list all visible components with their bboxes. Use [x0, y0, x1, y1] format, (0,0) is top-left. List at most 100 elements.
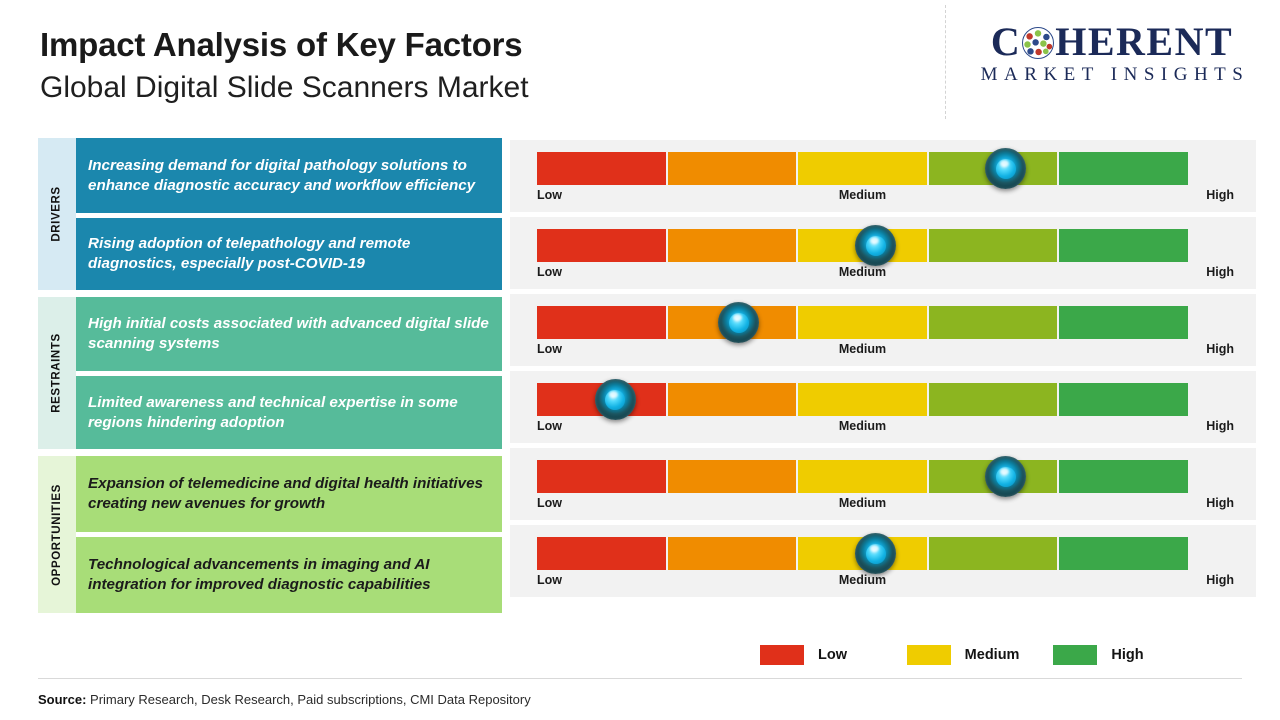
category-strip-restraints: RESTRAINTS	[38, 297, 76, 449]
legend-label-low: Low	[818, 647, 847, 663]
category-group-restraints: RESTRAINTS High initial costs associated…	[38, 297, 502, 449]
axis-label-low: Low	[537, 496, 562, 510]
logo-letter-c: C	[990, 19, 1022, 64]
axis-label-medium: Medium	[838, 496, 887, 510]
gauge-scale-bar	[537, 460, 1188, 493]
legend-item-low: Low	[760, 645, 907, 665]
gauge-axis-labels: Low Medium High	[537, 496, 1234, 516]
legend-item-medium: Medium	[906, 645, 1054, 665]
scale-segment-high	[1059, 460, 1188, 493]
scale-segment-mid	[798, 460, 927, 493]
gauge-scale-bar	[537, 152, 1188, 185]
scale-segment-mid	[798, 306, 927, 339]
axis-label-medium: Medium	[838, 265, 887, 279]
gauge-panel: Low Medium High	[510, 140, 1256, 212]
axis-label-high: High	[1206, 496, 1234, 510]
axis-label-high: High	[1206, 419, 1234, 433]
gauge-axis-labels: Low Medium High	[537, 265, 1234, 285]
factor-card[interactable]: High initial costs associated with advan…	[76, 297, 502, 371]
category-strip-opportunities: OPPORTUNITIES	[38, 456, 76, 613]
category-strip-drivers: DRIVERS	[38, 138, 76, 290]
gauge-axis-labels: Low Medium High	[537, 188, 1234, 208]
scale-segment-mid-high	[928, 306, 1058, 339]
page-title: Impact Analysis of Key Factors	[40, 26, 523, 63]
scale-segment-low-mid	[667, 460, 797, 493]
axis-label-medium: Medium	[838, 342, 887, 356]
logo-tagline: MARKET INSIGHTS	[980, 64, 1250, 85]
gauge-marker[interactable]	[985, 456, 1027, 497]
source-label: Source:	[38, 692, 87, 707]
axis-label-medium: Medium	[838, 419, 887, 433]
gauge-marker[interactable]	[855, 225, 897, 266]
factor-card[interactable]: Expansion of telemedicine and digital he…	[76, 456, 502, 532]
factor-card[interactable]: Technological advancements in imaging an…	[76, 537, 502, 613]
scale-segment-low	[537, 306, 666, 339]
axis-label-high: High	[1206, 573, 1234, 587]
axis-label-medium: Medium	[838, 573, 887, 587]
scale-segment-low	[537, 152, 666, 185]
gauge-axis-labels: Low Medium High	[537, 419, 1234, 439]
header: Impact Analysis of Key Factors Global Di…	[40, 26, 940, 106]
axis-label-low: Low	[537, 573, 562, 587]
scale-segment-high	[1059, 229, 1188, 262]
legend-swatch-medium	[906, 645, 951, 665]
axis-label-low: Low	[537, 419, 562, 433]
gauge-panel: Low Medium High	[510, 217, 1256, 289]
scale-segment-mid	[798, 383, 927, 416]
gauge-marker[interactable]	[985, 148, 1027, 189]
category-label-drivers: DRIVERS	[51, 186, 64, 242]
gauge-panel: Low Medium High	[510, 294, 1256, 366]
factors-column: DRIVERS Increasing demand for digital pa…	[38, 138, 502, 620]
factor-card[interactable]: Rising adoption of telepathology and rem…	[76, 218, 502, 290]
axis-label-high: High	[1206, 342, 1234, 356]
gauge-axis-labels: Low Medium High	[537, 342, 1234, 362]
scale-segment-mid	[798, 152, 927, 185]
gauge-marker[interactable]	[594, 379, 636, 420]
scale-segment-high	[1059, 152, 1188, 185]
factor-card[interactable]: Limited awareness and technical expertis…	[76, 376, 502, 449]
source-note: Source: Primary Research, Desk Research,…	[38, 692, 531, 707]
category-group-drivers: DRIVERS Increasing demand for digital pa…	[38, 138, 502, 290]
gauge-axis-labels: Low Medium High	[537, 573, 1234, 593]
scale-segment-low-mid	[667, 537, 797, 570]
scale-segment-mid-high	[928, 537, 1058, 570]
axis-label-high: High	[1206, 265, 1234, 279]
page-subtitle: Global Digital Slide Scanners Market	[40, 71, 529, 105]
gauge-panel: Low Medium High	[510, 525, 1256, 597]
legend-item-high: High	[1053, 645, 1200, 665]
axis-label-medium: Medium	[838, 188, 887, 202]
scale-segment-high	[1059, 306, 1188, 339]
legend: Low Medium High	[760, 645, 1200, 665]
gauge-marker[interactable]	[855, 533, 897, 574]
gauge-scale-bar	[537, 306, 1188, 339]
logo-wordmark: C HERENT	[962, 22, 1262, 62]
scale-segment-low-mid	[667, 229, 797, 262]
gauges-column: Low Medium High Low Medium High	[510, 140, 1256, 602]
scale-segment-high	[1059, 383, 1188, 416]
category-group-opportunities: OPPORTUNITIES Expansion of telemedicine …	[38, 456, 502, 613]
axis-label-high: High	[1206, 188, 1234, 202]
scale-segment-low	[537, 537, 666, 570]
category-label-opportunities: OPPORTUNITIES	[51, 483, 64, 586]
gauge-panel: Low Medium High	[510, 371, 1256, 443]
gauge-marker[interactable]	[718, 302, 760, 343]
header-divider	[945, 5, 946, 119]
factor-card-list-drivers: Increasing demand for digital pathology …	[76, 138, 502, 290]
logo-word-rest: HERENT	[1055, 19, 1234, 64]
scale-segment-low-mid	[667, 383, 797, 416]
scale-segment-mid-high	[928, 229, 1058, 262]
source-text: Primary Research, Desk Research, Paid su…	[86, 692, 531, 707]
axis-label-low: Low	[537, 188, 562, 202]
legend-swatch-low	[760, 645, 804, 665]
factor-card-list-restraints: High initial costs associated with advan…	[76, 297, 502, 449]
axis-label-low: Low	[537, 342, 562, 356]
factor-card[interactable]: Increasing demand for digital pathology …	[76, 138, 502, 213]
brand-logo: C HERENT MARKET INSIGHTS	[962, 22, 1262, 86]
footer-divider	[38, 678, 1242, 679]
category-label-restraints: RESTRAINTS	[51, 333, 64, 413]
globe-dots-icon	[1022, 27, 1055, 59]
gauge-panel: Low Medium High	[510, 448, 1256, 520]
legend-label-high: High	[1111, 647, 1144, 663]
scale-segment-low	[537, 460, 666, 493]
